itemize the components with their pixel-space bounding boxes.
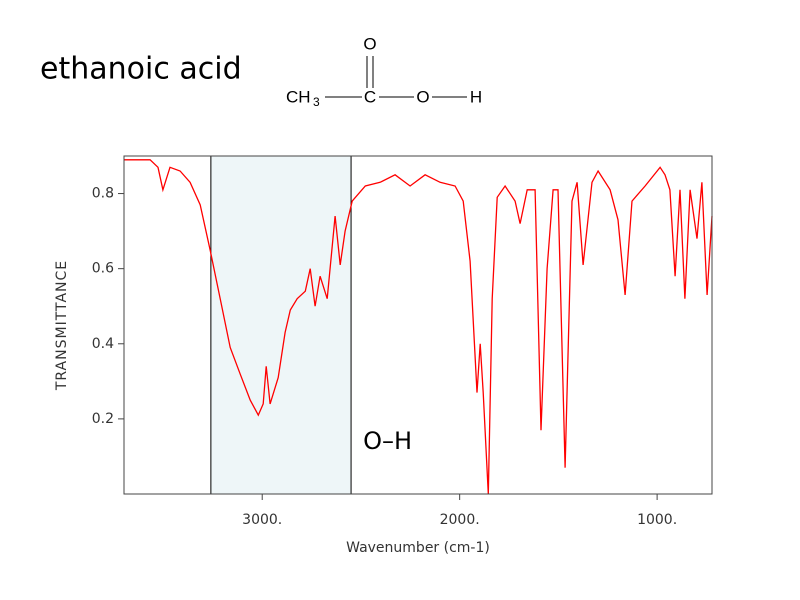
y-tick-label: 0.8 <box>92 186 114 202</box>
y-tick-label: 0.2 <box>92 411 114 427</box>
y-tick-label: 0.6 <box>92 261 114 277</box>
hydrogen: H <box>470 87 482 106</box>
highlight-label: O–H <box>363 427 412 455</box>
x-axis-label: Wavenumber (cm-1) <box>346 540 490 556</box>
x-tick-label: 2000. <box>440 512 480 528</box>
spectrum-line <box>124 159 713 495</box>
y-axis-label: TRANSMITTANCE <box>54 260 70 391</box>
methyl: CH <box>286 87 311 106</box>
x-tick-label: 1000. <box>637 512 677 528</box>
chart-title: ethanoic acid <box>40 52 242 87</box>
carbonyl-oxygen: O <box>363 34 376 53</box>
molecule: CH 3 C O O H <box>286 34 482 109</box>
subscript: 3 <box>313 95 320 109</box>
plot-frame <box>123 155 713 495</box>
x-tick-label: 3000. <box>242 512 282 528</box>
oxygen: O <box>416 87 429 106</box>
y-tick-label: 0.4 <box>92 336 114 352</box>
carbon: C <box>364 87 376 106</box>
highlight-region <box>210 155 352 495</box>
